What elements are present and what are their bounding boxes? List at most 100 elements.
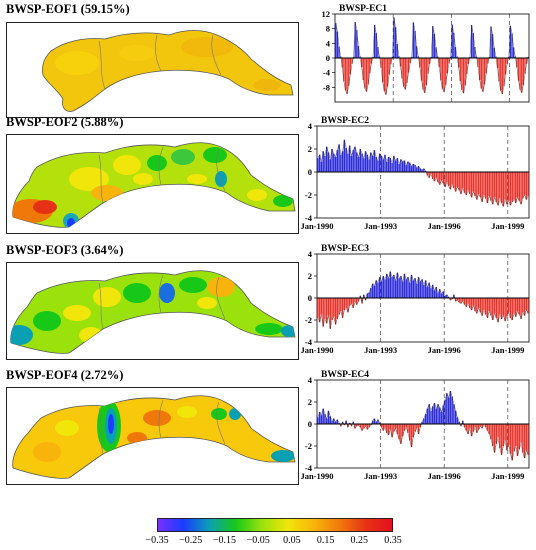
bar bbox=[357, 157, 360, 172]
bar bbox=[509, 298, 512, 318]
bar bbox=[442, 405, 445, 424]
bar bbox=[417, 277, 420, 298]
bar bbox=[375, 33, 377, 58]
bar bbox=[352, 150, 354, 172]
bar bbox=[484, 424, 487, 428]
bar bbox=[383, 58, 385, 91]
series-line bbox=[317, 270, 529, 329]
bar bbox=[499, 424, 501, 449]
bar bbox=[433, 403, 436, 424]
bar bbox=[333, 418, 335, 424]
bar bbox=[336, 298, 339, 319]
bar bbox=[324, 298, 326, 319]
bar bbox=[447, 172, 450, 186]
bar bbox=[325, 298, 328, 324]
bar bbox=[481, 172, 483, 202]
bar bbox=[391, 277, 393, 298]
bar bbox=[435, 408, 437, 424]
bar bbox=[416, 283, 418, 298]
bar bbox=[516, 172, 519, 198]
bar bbox=[431, 406, 434, 424]
bar bbox=[525, 424, 528, 451]
bar bbox=[403, 424, 406, 431]
bar bbox=[490, 424, 492, 440]
bar bbox=[476, 298, 478, 314]
bar bbox=[347, 298, 349, 313]
bar bbox=[451, 396, 453, 424]
bar bbox=[394, 424, 397, 429]
bar bbox=[465, 172, 468, 195]
bar bbox=[428, 172, 430, 178]
chart-title: BWSP-EC3 bbox=[321, 244, 369, 254]
bar bbox=[317, 417, 319, 424]
bar bbox=[453, 172, 455, 189]
bar bbox=[451, 24, 453, 59]
bar bbox=[495, 424, 498, 444]
bar bbox=[428, 282, 430, 298]
bar bbox=[525, 298, 528, 311]
bar bbox=[409, 424, 411, 441]
bar bbox=[366, 154, 369, 172]
bar bbox=[504, 172, 506, 200]
x-tick-label: Jan-1999 bbox=[491, 471, 524, 481]
bar bbox=[350, 298, 353, 304]
bar bbox=[382, 424, 384, 431]
bar bbox=[380, 58, 382, 68]
bar bbox=[446, 172, 448, 183]
bar bbox=[426, 287, 429, 298]
bar bbox=[385, 58, 387, 95]
bar bbox=[482, 58, 484, 92]
bar bbox=[504, 58, 507, 75]
bar bbox=[354, 22, 356, 58]
bar bbox=[400, 159, 402, 172]
bar bbox=[463, 298, 466, 305]
bar bbox=[421, 279, 423, 298]
bar bbox=[410, 424, 413, 448]
bar bbox=[364, 424, 367, 427]
bar bbox=[513, 172, 515, 200]
bar bbox=[520, 298, 522, 319]
bar bbox=[453, 404, 455, 424]
y-tick-label: -2 bbox=[305, 190, 312, 200]
bar bbox=[492, 298, 494, 320]
bar bbox=[496, 58, 499, 68]
bar bbox=[467, 298, 469, 304]
bar bbox=[357, 424, 360, 426]
bar bbox=[356, 30, 358, 58]
bar bbox=[329, 416, 331, 424]
y-tick-label: 4 bbox=[308, 121, 313, 131]
bar bbox=[336, 150, 339, 172]
bar bbox=[367, 58, 369, 85]
bar bbox=[371, 155, 374, 172]
bar bbox=[362, 58, 364, 80]
bar bbox=[527, 298, 529, 314]
eof4-title: BWSP-EOF4 (2.72%) bbox=[6, 368, 124, 382]
bar bbox=[523, 298, 526, 316]
bar bbox=[357, 45, 360, 58]
bar bbox=[421, 169, 423, 172]
bar bbox=[474, 424, 476, 428]
bar bbox=[488, 424, 490, 434]
bar bbox=[380, 424, 383, 428]
bar bbox=[333, 153, 335, 172]
bar bbox=[458, 58, 460, 68]
bar bbox=[433, 172, 436, 182]
bar bbox=[366, 424, 369, 430]
bar bbox=[521, 58, 523, 93]
bar bbox=[401, 281, 404, 298]
colorbar-tick-label: 0.15 bbox=[316, 535, 335, 546]
bar bbox=[520, 172, 522, 205]
bar bbox=[483, 58, 486, 85]
bar bbox=[363, 294, 365, 298]
bar bbox=[386, 424, 388, 433]
bar bbox=[490, 26, 492, 58]
bar bbox=[424, 414, 427, 424]
bar bbox=[465, 424, 468, 431]
bar bbox=[412, 280, 415, 298]
bar bbox=[447, 296, 450, 298]
y-tick-label: 0 bbox=[308, 293, 312, 303]
bar bbox=[386, 273, 388, 298]
series-line bbox=[317, 390, 529, 461]
bar bbox=[518, 424, 521, 450]
colorbar-tick-label: −0.35 bbox=[145, 535, 169, 546]
